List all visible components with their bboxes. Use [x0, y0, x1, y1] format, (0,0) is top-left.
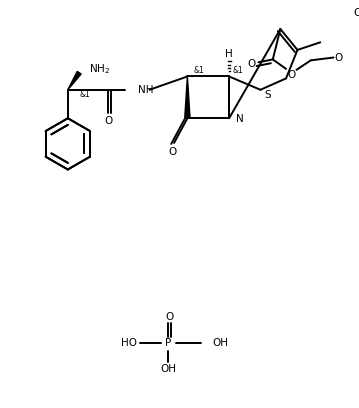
- Text: OH: OH: [212, 338, 228, 348]
- Text: O: O: [168, 147, 176, 157]
- Text: NH: NH: [138, 85, 154, 95]
- Text: &1: &1: [79, 90, 90, 99]
- Text: NH$_2$: NH$_2$: [89, 62, 110, 76]
- Text: O: O: [353, 8, 359, 18]
- Text: N: N: [236, 114, 243, 124]
- Text: O: O: [334, 53, 342, 62]
- Text: O: O: [165, 312, 173, 322]
- Text: H: H: [225, 49, 233, 59]
- Polygon shape: [68, 71, 81, 90]
- Text: S: S: [265, 91, 271, 100]
- Text: P: P: [165, 338, 172, 348]
- Text: &1: &1: [193, 66, 204, 75]
- Text: &1: &1: [233, 66, 244, 75]
- Text: O: O: [288, 70, 296, 80]
- Text: O: O: [248, 59, 256, 69]
- Text: HO: HO: [121, 338, 136, 348]
- Polygon shape: [185, 76, 190, 118]
- Text: OH: OH: [160, 364, 176, 374]
- Text: O: O: [104, 116, 113, 126]
